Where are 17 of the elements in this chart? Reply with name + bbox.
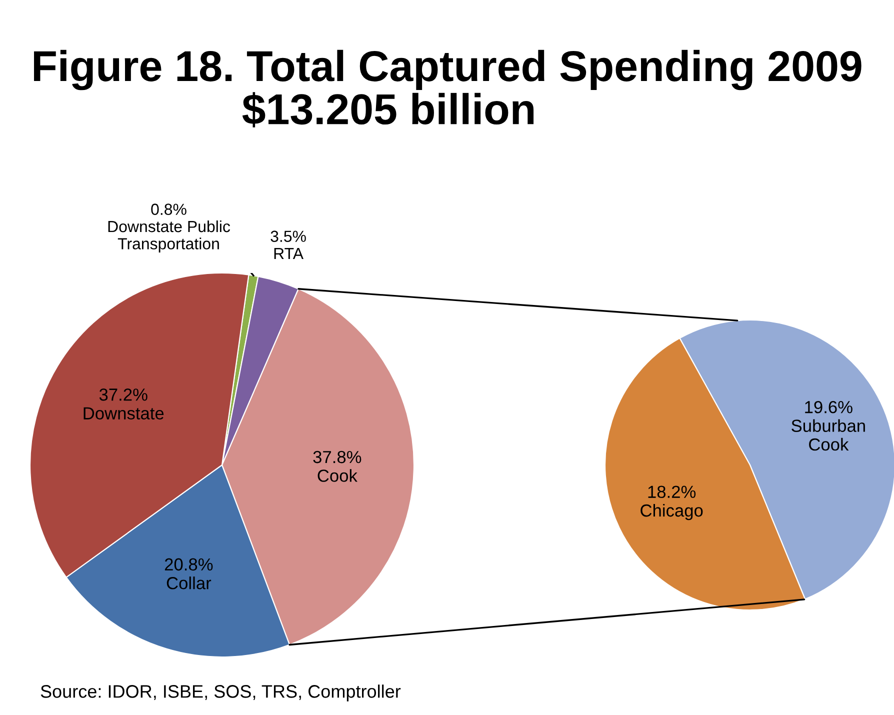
slice-label: Downstate [84, 407, 164, 420]
data-label: 3.5% [270, 230, 306, 242]
data-label: 37.8% [313, 450, 362, 464]
slice-label: Collar [166, 576, 212, 590]
data-label: 18.2% [648, 486, 696, 498]
slice-label: Cook [318, 469, 358, 482]
data-label: 37.2% [99, 388, 148, 401]
slice-label: RTA [274, 248, 304, 260]
chart-subtitle: $13.205 billion [242, 92, 534, 128]
data-label: 19.6% [805, 400, 852, 414]
slice-label: Suburban Cook [792, 419, 865, 451]
slice-label: Downstate Public Transportation [108, 220, 230, 253]
data-label: 0.8% [151, 204, 186, 215]
slice-label: Chicago [640, 504, 703, 520]
source-note: Source: IDOR, ISBE, SOS, TRS, Comptroller [40, 684, 401, 702]
chart-title: Figure 18. Total Captured Spending 2009 [34, 50, 862, 90]
data-label: 20.8% [164, 558, 213, 571]
